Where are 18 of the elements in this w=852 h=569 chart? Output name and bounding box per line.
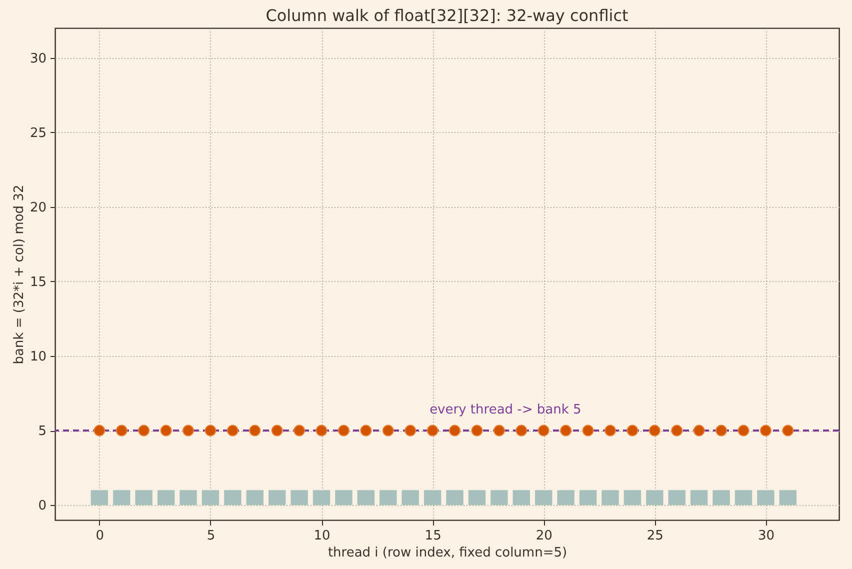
chart-title: Column walk of float[32][32]: 32-way conflict [266, 6, 628, 25]
y-tick-label: 15 [30, 274, 46, 290]
annotation: every thread -> bank 5 [430, 402, 582, 418]
y-axis-title: bank = (32*i + col) mod 32 [12, 184, 27, 364]
x-tick-label: 15 [424, 528, 442, 544]
y-tick-label: 30 [30, 51, 46, 66]
x-tick-label: 5 [206, 528, 216, 544]
y-tick-label: 10 [30, 350, 46, 364]
x-axis-title: thread i (row index, fixed column=5) [328, 546, 568, 560]
x-tick-label: 10 [314, 528, 330, 544]
x-tick-label: 25 [646, 528, 664, 544]
y-tick-label: 5 [38, 424, 46, 440]
x-tick-label: 20 [536, 528, 552, 544]
y-tick-label: 25 [30, 126, 46, 141]
x-tick-label: 30 [758, 528, 774, 544]
x-tick-label: 0 [96, 528, 104, 544]
y-tick-label: 20 [30, 200, 46, 216]
y-tick-label: 0 [38, 498, 46, 514]
